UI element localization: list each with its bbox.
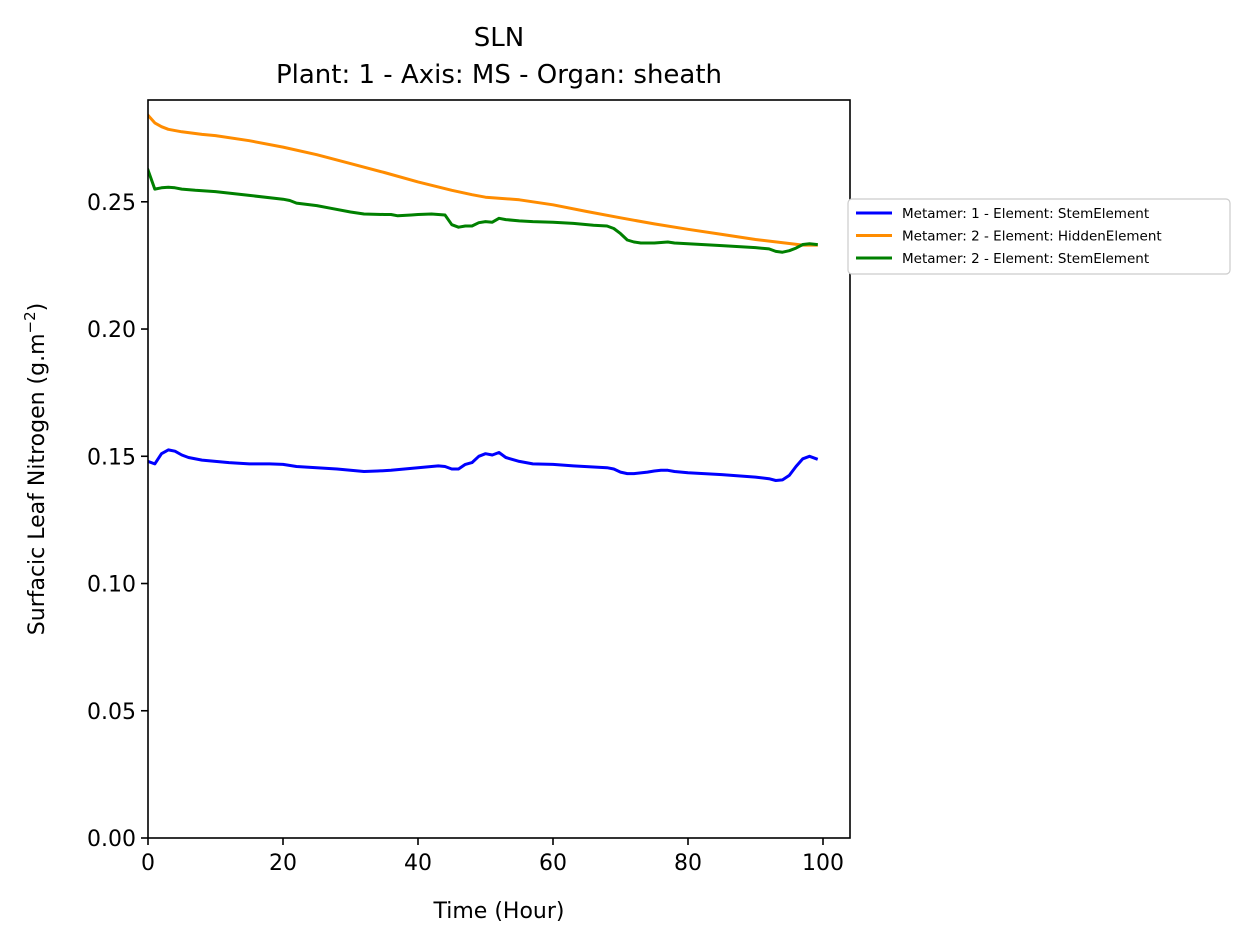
x-tick-label: 60 bbox=[539, 851, 567, 876]
y-tick-label: 0.10 bbox=[87, 573, 136, 598]
x-axis: 0 20 40 60 80 100 bbox=[141, 838, 844, 876]
y-tick-label: 0.20 bbox=[87, 318, 136, 343]
x-tick-label: 40 bbox=[404, 851, 432, 876]
chart-title: SLN bbox=[474, 23, 524, 53]
legend-label-2: Metamer: 2 - Element: HiddenElement bbox=[902, 229, 1162, 245]
x-tick-label: 100 bbox=[802, 851, 844, 876]
y-axis-label-superscript: −2 bbox=[21, 311, 39, 333]
legend-box bbox=[847, 198, 1231, 275]
y-axis-label-main: Surfacic Leaf Nitrogen (g.m bbox=[25, 333, 50, 635]
chart-subtitle: Plant: 1 - Axis: MS - Organ: sheath bbox=[276, 60, 722, 90]
legend-label-3: Metamer: 2 - Element: StemElement bbox=[902, 251, 1149, 267]
y-axis-label-end: ) bbox=[25, 303, 50, 312]
y-axis-label: Surfacic Leaf Nitrogen (g.m−2) bbox=[21, 303, 50, 635]
y-axis: 0.00 0.05 0.10 0.15 0.20 0.25 bbox=[87, 191, 148, 852]
plot-area bbox=[148, 113, 819, 482]
series-line-2 bbox=[148, 113, 818, 247]
legend: Metamer: 1 - Element: StemElement Metamer… bbox=[847, 198, 1231, 275]
y-tick-label: 0.05 bbox=[87, 700, 136, 725]
series-group bbox=[148, 113, 819, 482]
y-tick-label: 0.25 bbox=[87, 191, 136, 216]
x-axis-label: Time (Hour) bbox=[433, 899, 565, 924]
y-tick-label: 0.15 bbox=[87, 445, 136, 470]
y-tick-label: 0.00 bbox=[87, 827, 136, 852]
x-tick-label: 80 bbox=[674, 851, 702, 876]
series-line-1 bbox=[148, 448, 819, 482]
plot-frame bbox=[147, 99, 851, 839]
legend-label-1: Metamer: 1 - Element: StemElement bbox=[902, 206, 1149, 222]
series-line-3 bbox=[148, 168, 818, 254]
x-tick-label: 0 bbox=[141, 851, 155, 876]
x-tick-label: 20 bbox=[269, 851, 297, 876]
